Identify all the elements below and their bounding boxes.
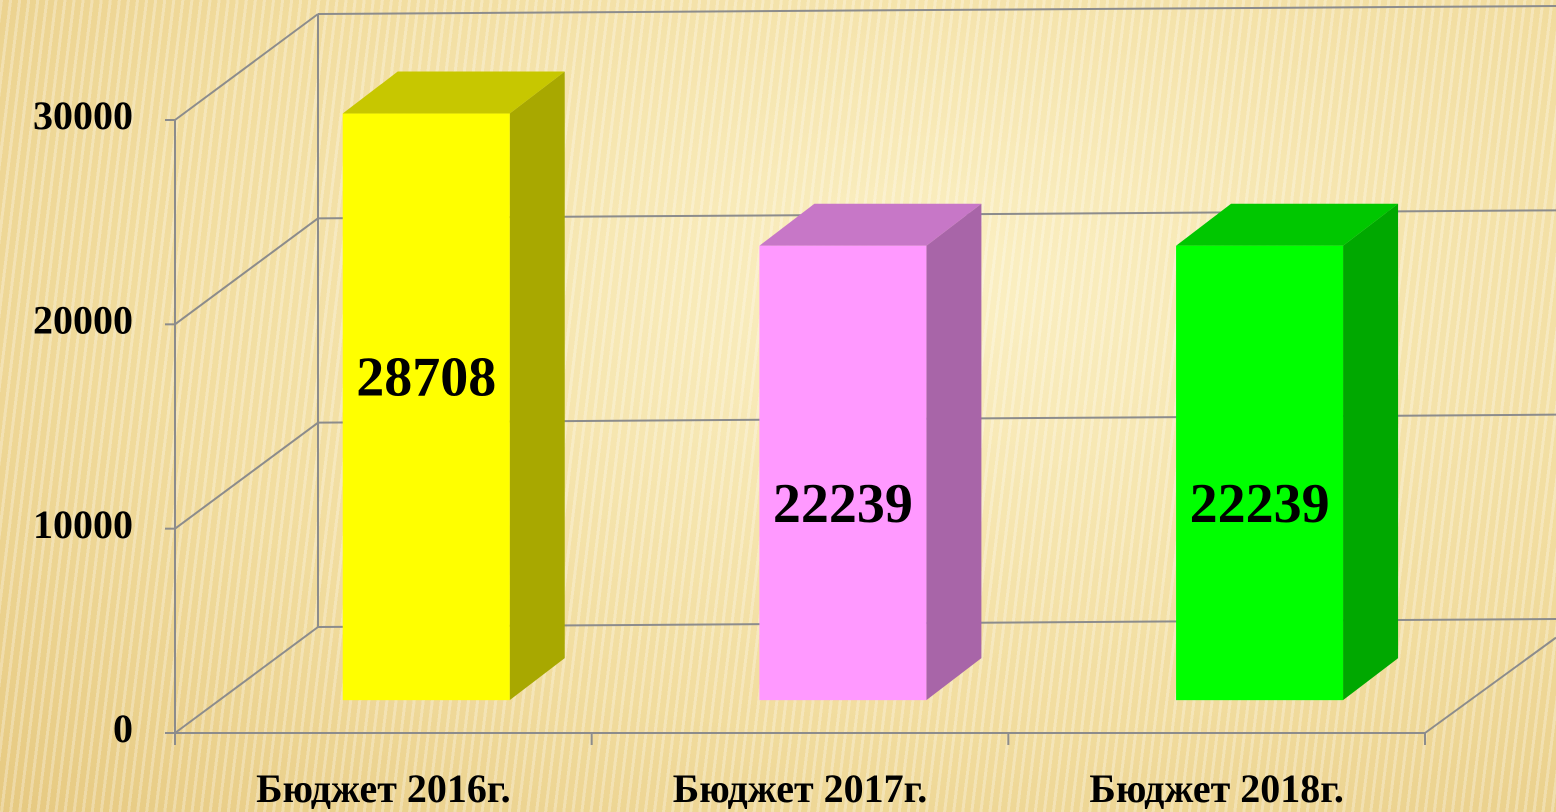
bar (342, 113, 510, 701)
floor-edge (1424, 636, 1556, 734)
grid-line (174, 13, 319, 121)
bar-top (759, 203, 982, 246)
grid-line (174, 626, 319, 734)
x-tick-label: Бюджет 2018г. (1089, 766, 1344, 811)
grid-line (174, 421, 319, 530)
bar-side (1343, 203, 1399, 701)
bar (759, 245, 927, 701)
bar-top (342, 71, 565, 114)
y-tick-label: 0 (113, 706, 133, 751)
value-label: 22239 (773, 473, 913, 535)
value-label: 28708 (356, 347, 496, 409)
value-label: 22239 (1190, 473, 1330, 535)
y-tick-label: 10000 (33, 502, 133, 547)
grid-line (174, 217, 319, 326)
bar-side (509, 71, 565, 701)
bar (1176, 245, 1344, 701)
x-tick-label: Бюджет 2016г. (256, 766, 511, 811)
x-tick-label: Бюджет 2017г. (673, 766, 928, 811)
bar-top (1176, 203, 1399, 246)
bar-side (926, 203, 982, 701)
y-tick-label: 30000 (33, 93, 133, 138)
y-tick-label: 20000 (33, 298, 133, 343)
grid-line (317, 5, 1556, 15)
